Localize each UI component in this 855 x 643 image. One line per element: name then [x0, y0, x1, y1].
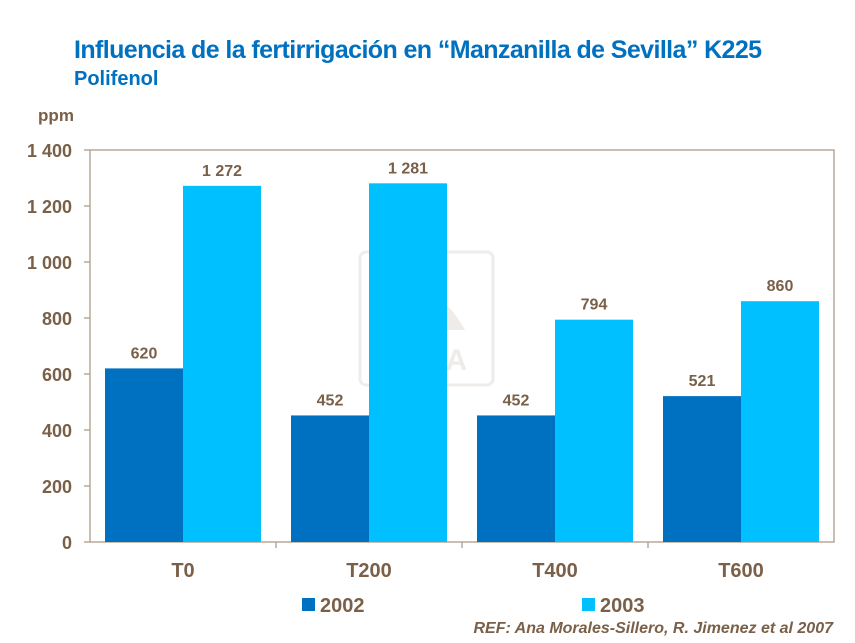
bar-2003-T400 — [555, 319, 633, 542]
x-tick-label: T200 — [346, 560, 392, 582]
bar-2003-T200 — [369, 183, 447, 542]
y-tick-label: 600 — [42, 365, 72, 385]
legend-label: 2002 — [320, 595, 365, 617]
data-label: 1 281 — [388, 160, 428, 177]
x-tick-label: T600 — [718, 560, 764, 582]
y-tick-label: 400 — [42, 421, 72, 441]
y-tick-label: 1 400 — [27, 141, 72, 161]
y-axis-label: ppm — [38, 106, 74, 125]
x-tick-label: T400 — [532, 560, 578, 582]
bar-2002-T200 — [291, 415, 369, 542]
y-tick-label: 1 000 — [27, 253, 72, 273]
y-tick-label: 800 — [42, 309, 72, 329]
bar-2003-T0 — [183, 185, 261, 542]
data-label: 452 — [503, 392, 530, 409]
bar-2002-T400 — [477, 415, 555, 542]
x-tick-label: T0 — [171, 560, 194, 582]
y-tick-label: 0 — [62, 533, 72, 553]
data-label: 1 272 — [202, 163, 242, 180]
data-label: 521 — [689, 373, 716, 390]
data-label: 860 — [767, 278, 794, 295]
bar-2003-T600 — [741, 301, 819, 542]
legend-swatch-2003 — [582, 598, 595, 611]
reference-note: REF: Ana Morales-Sillero, R. Jimenez et … — [473, 620, 833, 637]
bar-2002-T600 — [663, 396, 741, 542]
y-tick-label: 1 200 — [27, 197, 72, 217]
data-label: 620 — [131, 345, 158, 362]
data-label: 452 — [317, 392, 344, 409]
bar-2002-T0 — [105, 368, 183, 542]
data-label: 794 — [581, 297, 608, 314]
legend-label: 2003 — [600, 595, 645, 617]
legend-swatch-2002 — [302, 598, 315, 611]
chart-title: Influencia de la fertirrigación en “Manz… — [74, 36, 762, 64]
y-tick-label: 200 — [42, 477, 72, 497]
chart-subtitle: Polifenol — [74, 68, 159, 90]
